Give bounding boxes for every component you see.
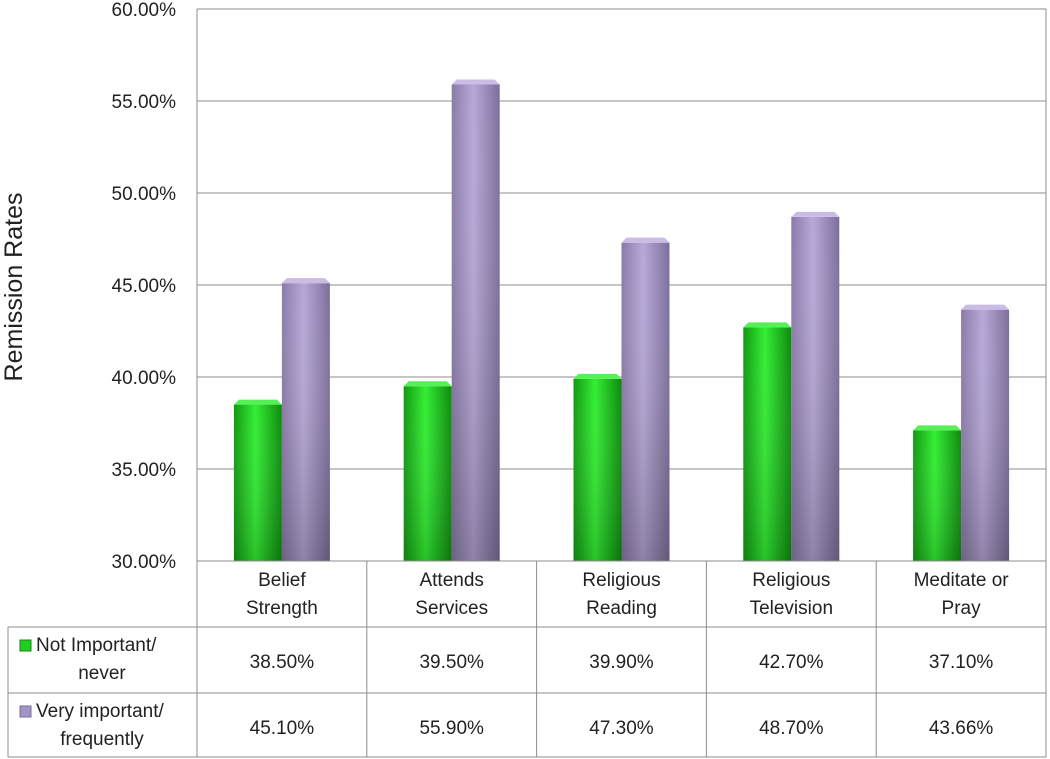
data-label: 39.50% [419,652,484,673]
legend-entry: Not Important/never [36,635,157,684]
bar-top [743,322,792,328]
bar [233,399,282,561]
y-axis-title: Remission Rates [0,193,28,382]
data-label: 42.70% [759,652,824,673]
legend-swatch [19,705,32,718]
bars [233,79,1010,562]
bar-shade [451,84,500,561]
x-tick-label: Attends Services [415,570,488,619]
bar-shade [403,386,452,561]
y-tick-label: 50.00% [112,184,177,205]
bar-top [451,79,500,85]
bar [961,304,1010,561]
bar-shade [281,283,330,561]
x-tick-label: Religious Television [750,570,833,619]
y-axis: 30.00% 35.00% 40.00% 45.00% 50.00% 55.00% 60.0… [112,0,1047,573]
data-label: 39.90% [589,652,654,673]
data-table: Belief Strength Attends Services Religious Re… [7,560,1047,758]
bar-top [791,211,840,217]
bar-shade [573,378,622,561]
data-label: 55.90% [419,718,484,739]
data-label: 38.50% [250,652,315,673]
bar [281,278,330,561]
bar-top [403,381,452,387]
x-tick-label: Religious Reading [582,570,660,619]
data-label: 37.10% [929,652,994,673]
y-tick-label: 60.00% [112,0,177,21]
bar [621,237,670,561]
bar-shade [913,430,962,561]
data-label: 43.66% [929,718,994,739]
bar-top [233,399,282,405]
bar-shade [743,327,792,561]
bar-top [281,278,330,284]
legend-entry: Very important/frequently [36,701,164,750]
bar [573,373,622,561]
data-label: 48.70% [759,718,824,739]
data-label: 45.10% [250,718,315,739]
bar [451,79,500,561]
bar-top [961,304,1010,310]
bar-shade [791,216,840,562]
legend-swatch [19,639,32,652]
y-tick-label: 40.00% [112,368,177,389]
data-label: 47.30% [589,718,654,739]
bar-shade [621,242,670,561]
bar [791,211,840,562]
bar-shade [233,404,282,561]
bar-shade [961,309,1010,561]
y-tick-label: 55.00% [112,92,177,113]
y-tick-label: 30.00% [112,552,177,573]
bar-top [573,373,622,379]
bar [743,322,792,561]
bar [913,425,962,561]
y-tick-label: 45.00% [112,276,177,297]
bar-top [913,425,962,431]
bar [403,381,452,561]
bar-top [621,237,670,243]
y-tick-label: 35.00% [112,460,177,481]
x-tick-label: Belief Strength [246,570,318,619]
x-tick-label: Meditate or Pray [914,570,1010,619]
